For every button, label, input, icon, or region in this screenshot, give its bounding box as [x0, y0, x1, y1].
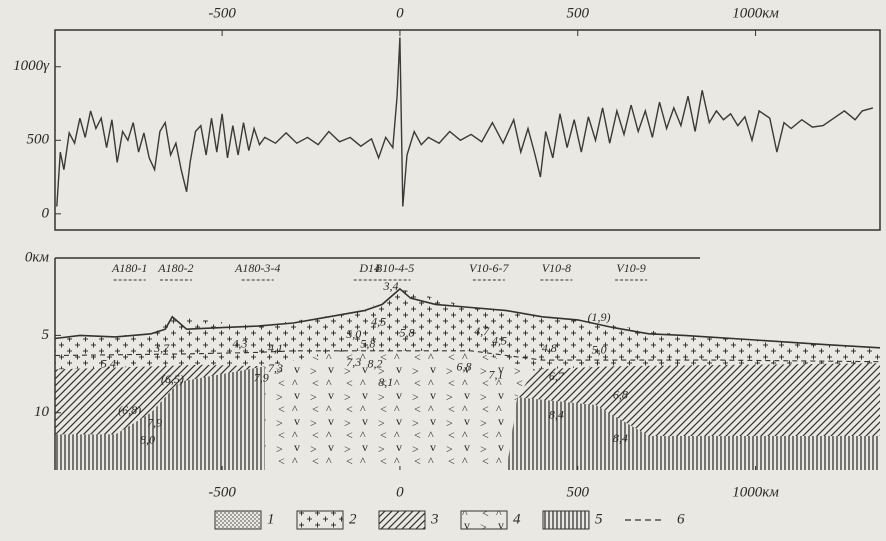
x-tick-label: 500 [566, 5, 589, 21]
station-label: V10-8 [542, 261, 571, 275]
velocity-label: 7,9 [254, 370, 269, 384]
legend-swatch [460, 510, 508, 530]
x-tick-label: 1000км [732, 484, 779, 500]
legend-swatch [214, 510, 262, 530]
velocity-label: 6,7 [549, 369, 565, 383]
layer-region [506, 397, 880, 470]
legend-swatch [378, 510, 426, 530]
station-label: A180-1 [111, 261, 147, 275]
station-label: D14 [358, 261, 380, 275]
velocity-label: 7,3 [346, 355, 361, 369]
x-tick-label: -500 [208, 484, 236, 500]
x-tick-label: 0 [396, 484, 404, 500]
seafloor-line [54, 287, 881, 349]
velocity-label: 5,8 [400, 326, 415, 340]
anomaly-line [56, 37, 874, 207]
velocity-label: 8,0 [140, 432, 155, 446]
legend-swatch [542, 510, 590, 530]
velocity-label: 6,8 [613, 387, 628, 401]
velocity-label: 4,5 [492, 333, 507, 347]
station-label: V10-6-7 [469, 261, 509, 275]
velocity-label: 4,1 [268, 341, 283, 355]
y-tick-label: 5 [42, 327, 50, 343]
velocity-label: 7,9 [147, 415, 162, 429]
y-tick-label: 0км [25, 249, 50, 265]
y-tick-label: 1000γ [13, 58, 50, 74]
velocity-label: 4,8 [542, 341, 557, 355]
velocity-label: 3,4 [383, 279, 399, 293]
x-tick-label: 500 [566, 484, 589, 500]
y-tick-label: 10 [34, 404, 50, 420]
layer-region [55, 364, 265, 435]
velocity-label: 4,7 [474, 324, 490, 338]
velocity-label: (6,5) [161, 372, 184, 386]
x-tick-label: -500 [208, 5, 236, 21]
velocity-label: 8,4 [549, 408, 564, 422]
magnetic-panel [54, 29, 881, 231]
legend-label: 6 [677, 511, 685, 527]
velocity-label: 7,1 [488, 367, 503, 381]
velocity-label: 3,7 [153, 341, 170, 355]
x-tick-label: 1000км [732, 5, 779, 21]
legend-swatch [296, 510, 344, 530]
legend-label: 5 [595, 511, 603, 527]
station-label: A180-3-4 [234, 261, 280, 275]
station-label: B10-4-5 [375, 261, 414, 275]
y-tick-label: 500 [27, 132, 50, 148]
velocity-label: (1,9) [588, 310, 611, 324]
velocity-label: 5,0 [346, 327, 361, 341]
y-tick-label: 0 [42, 205, 50, 221]
velocity-label: 8,1 [378, 375, 393, 389]
velocity-label: 5,0 [592, 343, 607, 357]
station-label: V10-9 [616, 261, 645, 275]
layer-region [517, 363, 880, 436]
layer-region [55, 288, 880, 370]
legend-label: 1 [267, 511, 275, 527]
velocity-label: (6,8) [118, 403, 141, 417]
layer-region [264, 350, 536, 470]
velocity-label: 6,8 [456, 360, 471, 374]
velocity-label: 4,5 [371, 315, 386, 329]
legend-label: 2 [349, 511, 357, 527]
legend-label: 4 [513, 511, 521, 527]
boundary-line [54, 350, 881, 363]
velocity-label: 4,3 [232, 336, 247, 350]
velocity-label: 7,3 [268, 361, 283, 375]
frame [54, 29, 881, 231]
velocity-label: 8,4 [613, 431, 628, 445]
velocity-label: 5,4 [101, 357, 116, 371]
station-label: A180-2 [157, 261, 193, 275]
velocity-label: 8,2 [368, 357, 383, 371]
layer-region [55, 366, 265, 470]
x-tick-label: 0 [396, 5, 404, 21]
legend-label: 3 [430, 511, 439, 527]
velocity-label: 5,8 [360, 336, 375, 350]
